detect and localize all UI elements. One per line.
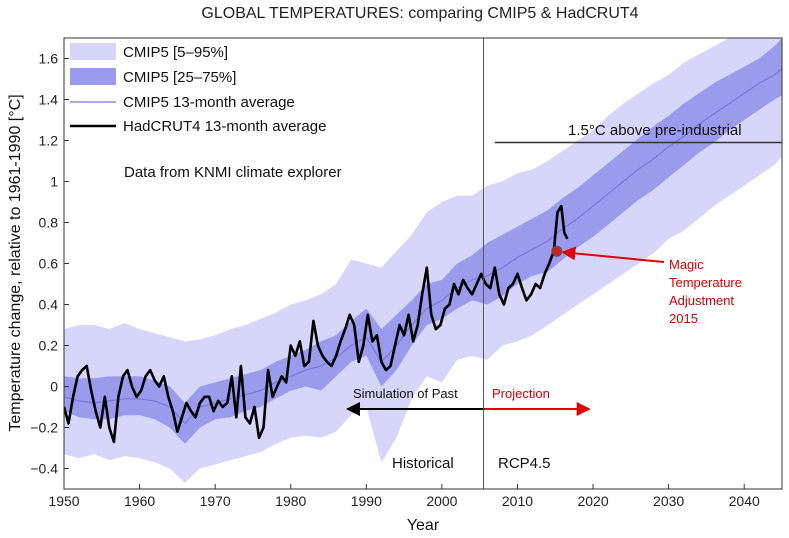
- x-tick-label: 2010: [502, 493, 533, 509]
- x-axis-label: Year: [407, 517, 440, 534]
- legend-label: HadCRUT4 13-month average: [123, 118, 326, 135]
- y-tick-label: 0.8: [39, 215, 59, 231]
- legend-label: CMIP5 [25–75%]: [123, 69, 236, 86]
- y-tick-label: 0.2: [39, 338, 59, 354]
- y-tick-label: 0: [50, 379, 58, 395]
- y-tick-label: 1: [50, 174, 58, 190]
- y-tick-label: 1.2: [39, 133, 59, 149]
- legend-swatch: [70, 43, 116, 60]
- historical-label: Historical: [392, 455, 454, 472]
- rcp-label: RCP4.5: [498, 455, 551, 472]
- legend-label: CMIP5 [5–95%]: [123, 44, 228, 61]
- lines-layer: [64, 68, 782, 444]
- legend-swatch: [70, 68, 116, 85]
- projection-label: Projection: [492, 386, 550, 401]
- cmip5-mean-line: [64, 68, 782, 425]
- x-tick-label: 1960: [124, 493, 155, 509]
- legend: CMIP5 [5–95%] CMIP5 [25–75%] CMIP5 13-mont…: [70, 43, 326, 135]
- y-tick-label: 1.4: [39, 92, 59, 108]
- x-tick-label: 2040: [729, 493, 760, 509]
- x-tick-label: 1970: [200, 493, 231, 509]
- bands-layer: [64, 38, 782, 483]
- y-tick-label: −0.4: [30, 461, 58, 477]
- y-tick-label: −0.2: [30, 420, 58, 436]
- magic-label-line-1: Magic: [669, 257, 704, 272]
- x-tick-label: 1990: [351, 493, 382, 509]
- y-axis-label: Temperature change, relative to 1961-199…: [7, 94, 24, 431]
- cmip5-25-75-band: [64, 38, 782, 444]
- y-tick-label: 0.4: [39, 297, 59, 313]
- threshold-label: 1.5°C above pre-industrial: [568, 122, 742, 139]
- x-tick-label: 2020: [577, 493, 608, 509]
- magic-label-line-3: Adjustment: [669, 293, 734, 308]
- y-axis: −0.4 −0.2 0 0.2 0.4 0.6 0.8 1 1.2 1.4 1.6: [30, 51, 69, 477]
- x-axis: 1950 1960 1970 1980 1990 2000 2010 2020 2030 2040: [48, 484, 760, 509]
- x-tick-label: 1950: [48, 493, 79, 509]
- y-tick-label: 0.6: [39, 256, 59, 272]
- x-tick-label: 1980: [275, 493, 306, 509]
- source-note: Data from KNMI climate explorer: [124, 164, 342, 181]
- legend-label: CMIP5 13-month average: [123, 94, 295, 111]
- chart-title: GLOBAL TEMPERATURES: comparing CMIP5 & H…: [201, 5, 638, 22]
- magic-label-line-2: Temperature: [669, 275, 742, 290]
- x-tick-label: 2030: [653, 493, 684, 509]
- magic-label-line-4: 2015: [669, 311, 698, 326]
- hadcrut4-line: [64, 204, 569, 444]
- x-tick-label: 2000: [426, 493, 457, 509]
- overlay-layer: [346, 38, 782, 489]
- y-tick-label: 1.6: [39, 51, 59, 67]
- magic-point: [551, 245, 563, 257]
- cmip5-5-95-band: [64, 38, 782, 483]
- simulation-of-past-label: Simulation of Past: [353, 386, 458, 401]
- magic-arrow: [561, 246, 665, 263]
